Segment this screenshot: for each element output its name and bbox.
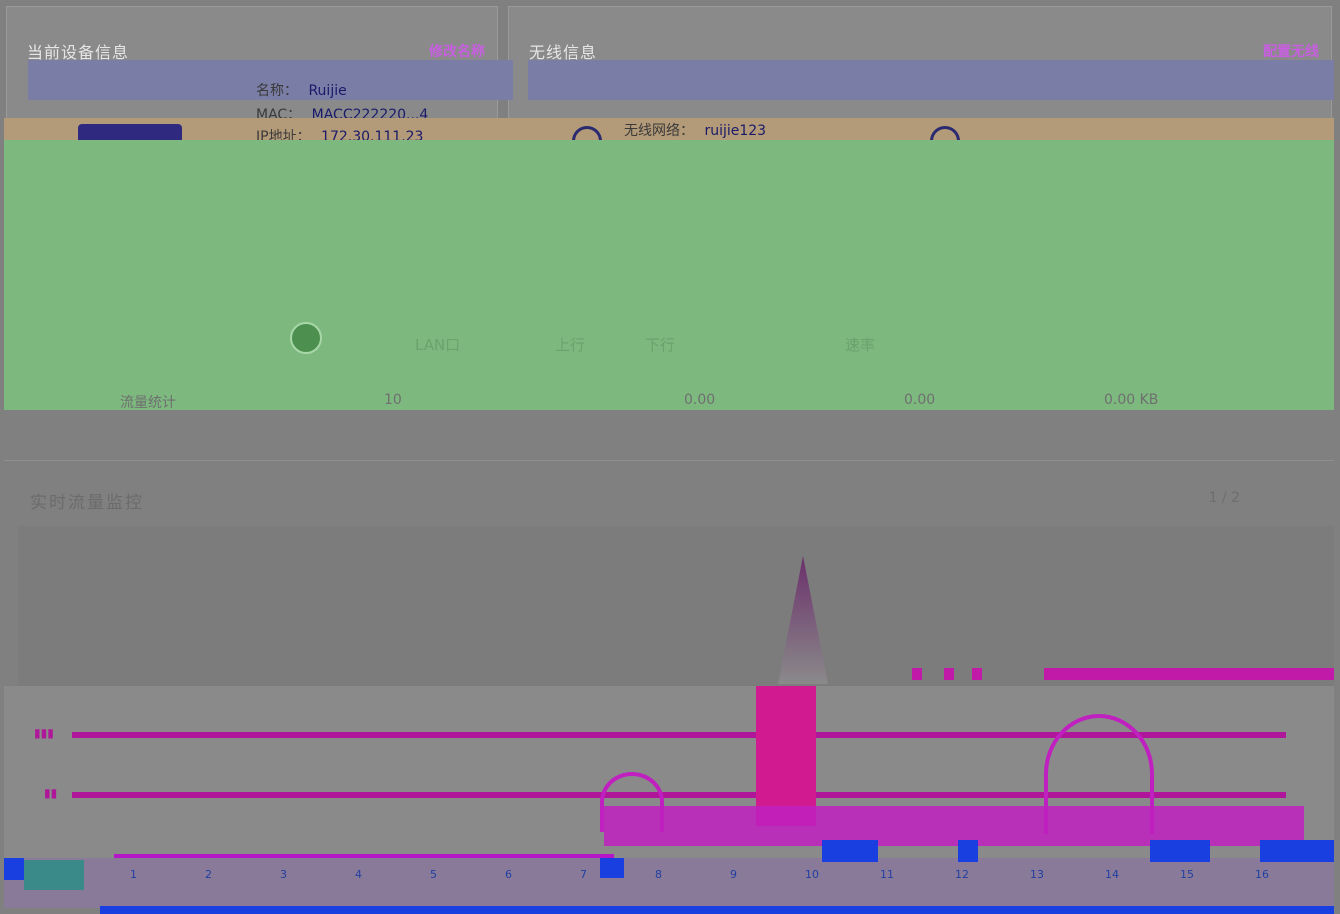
traffic-area-fill — [604, 806, 1304, 846]
x-axis-label: 1 — [130, 868, 137, 881]
x-axis-label: 3 — [280, 868, 287, 881]
wifi-secondary-icon — [930, 126, 960, 142]
upper-chart-area — [18, 526, 1334, 686]
router-icon — [78, 124, 182, 142]
x-axis-label: 5 — [430, 868, 437, 881]
axis-left-block — [4, 858, 24, 880]
downstream-header: 下行 — [645, 336, 676, 354]
rename-device-button[interactable]: 修改名称 — [429, 44, 485, 60]
x-axis-label: 13 — [1030, 868, 1044, 881]
x-axis-label: 16 — [1255, 868, 1269, 881]
marker-1 — [912, 668, 922, 680]
device-name-value: Ruijie — [308, 83, 347, 99]
globe-icon — [290, 322, 322, 354]
device-header-strip — [28, 60, 513, 100]
x-axis-label: 7 — [580, 868, 587, 881]
marker-range — [1044, 668, 1334, 680]
x-axis-label: 10 — [805, 868, 819, 881]
x-axis-label: 9 — [730, 868, 737, 881]
chart-gridline-mid — [72, 792, 1286, 798]
axis-block-5 — [1260, 840, 1334, 862]
section-divider — [4, 460, 1334, 461]
wifi-icon — [572, 126, 602, 142]
footer-bar — [100, 906, 1334, 914]
wifi-network-value: ruijie123 — [704, 123, 767, 139]
rate-header: 速率 — [845, 336, 876, 354]
lan-port-header: LAN口 — [415, 336, 461, 354]
traffic-chart: ▮▮▮ ▮▮ — [4, 668, 1334, 868]
traffic-stat-total: 0.00 KB — [1104, 392, 1159, 408]
marker-3 — [972, 668, 982, 680]
x-axis-label: 4 — [355, 868, 362, 881]
info-strip — [4, 118, 1334, 140]
y-tick-top: ▮▮▮ — [34, 726, 54, 740]
traffic-stat-count: 10 — [384, 392, 402, 408]
wifi-network-label: 无线网络： — [624, 123, 694, 139]
traffic-peak-bar — [756, 686, 816, 826]
lan-status-row: LAN口 上行 下行 速率 — [285, 334, 1285, 356]
y-tick-mid: ▮▮ — [44, 786, 58, 800]
axis-block-3 — [958, 840, 978, 862]
lan-status-band — [4, 140, 1334, 410]
marker-2 — [944, 668, 954, 680]
traffic-bump-left — [600, 772, 664, 832]
traffic-stats-label: 流量统计 — [120, 395, 176, 411]
device-info-title: 当前设备信息 — [27, 43, 130, 62]
device-name-label: 名称： — [256, 83, 298, 99]
x-axis-label: 8 — [655, 868, 662, 881]
upper-chart-peak — [778, 556, 828, 684]
axis-block-2 — [822, 840, 878, 862]
x-axis-label: 6 — [505, 868, 512, 881]
traffic-stats-row: 流量统计 10 0.00 0.00 0.00 KB — [4, 390, 1334, 416]
axis-block-4 — [1150, 840, 1210, 862]
realtime-traffic-title: 实时流量监控 — [30, 493, 144, 513]
axis-teal-block — [24, 860, 84, 890]
device-name-row: 名称： Ruijie — [256, 80, 347, 100]
x-axis-label: 15 — [1180, 868, 1194, 881]
traffic-stat-up: 0.00 — [684, 392, 716, 408]
x-axis-label: 11 — [880, 868, 894, 881]
axis-block-1 — [600, 858, 624, 878]
wireless-info-title: 无线信息 — [529, 43, 598, 62]
chart-pager[interactable]: 1 / 2 — [1208, 490, 1240, 506]
traffic-bump-right — [1044, 714, 1154, 834]
configure-wireless-button[interactable]: 配置无线 — [1263, 44, 1319, 60]
x-axis-label: 2 — [205, 868, 212, 881]
chart-gridline-top — [72, 732, 1286, 738]
upstream-header: 上行 — [555, 336, 586, 354]
x-axis-label: 14 — [1105, 868, 1119, 881]
wifi-network-row: 无线网络： ruijie123 — [624, 120, 766, 140]
wireless-header-strip — [528, 60, 1334, 100]
x-axis-band — [4, 858, 1334, 908]
traffic-stat-down: 0.00 — [904, 392, 936, 408]
x-axis-label: 12 — [955, 868, 969, 881]
